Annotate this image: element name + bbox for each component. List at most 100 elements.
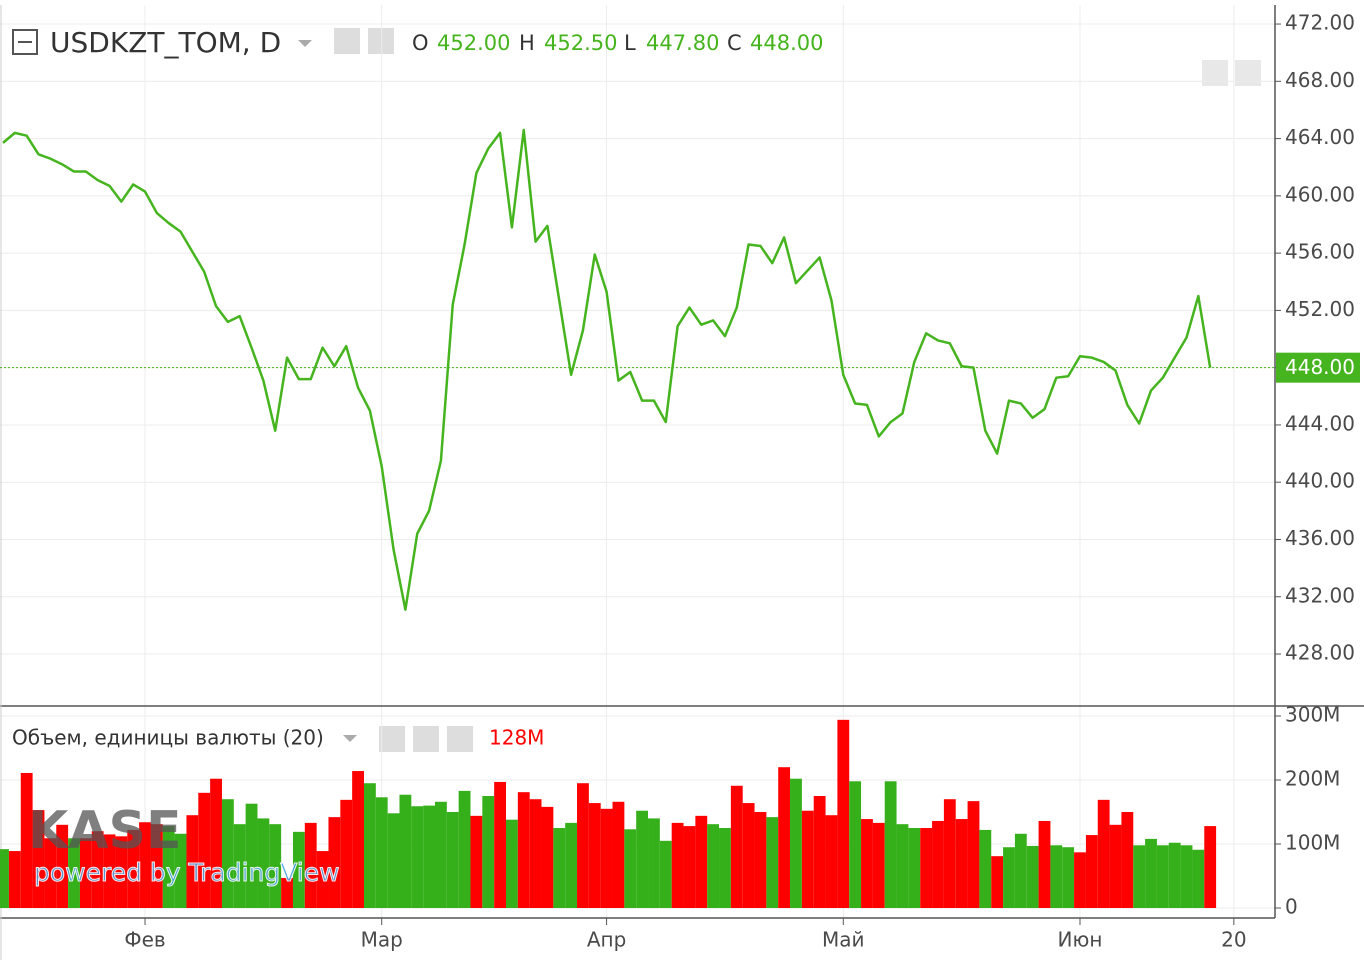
watermark-text: powered by TradingView (34, 858, 340, 887)
x-tick-label: Мар (361, 928, 403, 952)
volume-bar (766, 817, 779, 909)
volume-bar (1050, 845, 1063, 909)
volume-bar (162, 826, 175, 909)
settings-button[interactable] (368, 28, 394, 54)
volume-bar (316, 851, 329, 909)
volume-bar (1145, 838, 1157, 909)
volume-bar (68, 838, 80, 909)
volume-bar (790, 778, 802, 909)
volume-bar (174, 833, 187, 909)
volume-bar (825, 815, 838, 909)
volume-bar (529, 799, 542, 909)
volume-bar (624, 829, 637, 909)
volume-bar (494, 781, 507, 909)
volume-bar (908, 828, 921, 909)
y-tick-label: 0 (1285, 895, 1298, 919)
settings-button[interactable] (413, 726, 439, 752)
volume-bar (363, 783, 376, 909)
volume-bar (754, 812, 767, 909)
volume-bar (920, 828, 933, 909)
scroll-up-button[interactable] (1235, 60, 1261, 86)
volume-bar (896, 824, 909, 909)
volume-bar (600, 808, 613, 909)
volume-bar (742, 803, 755, 909)
volume-bar (1003, 847, 1015, 909)
volume-bar (1168, 842, 1181, 909)
volume-bar (186, 815, 199, 909)
volume-bar (943, 799, 956, 909)
volume-bar (1156, 845, 1169, 909)
volume-bar (884, 781, 897, 909)
volume-bar (399, 794, 412, 909)
volume-bar (32, 810, 45, 909)
close-button[interactable] (447, 726, 473, 752)
volume-bar (44, 838, 57, 909)
volume-bar (269, 824, 282, 909)
volume-bar (1133, 845, 1146, 909)
volume-bar (636, 810, 649, 909)
volume-bar (458, 790, 471, 909)
last-price-tag (1276, 352, 1360, 383)
eye-button[interactable] (334, 28, 360, 54)
volume-bar (221, 799, 234, 909)
y-tick-label: 428.00 (1285, 641, 1355, 665)
dropdown-arrow[interactable] (298, 40, 312, 47)
volume-bar (340, 799, 353, 909)
y-tick-label: 468.00 (1285, 68, 1355, 92)
volume-bar (849, 781, 862, 909)
volume-bar (56, 824, 69, 909)
volume-bar (813, 796, 826, 909)
volume-bar (91, 831, 104, 909)
volume-bar (328, 817, 341, 909)
volume-bar (1085, 835, 1098, 909)
volume-bar (1192, 849, 1205, 909)
volume-bar (79, 838, 92, 909)
volume-bar (730, 785, 743, 909)
volume-readout: 128M (489, 726, 544, 750)
volume-bar (127, 829, 140, 909)
volume-bar (446, 812, 459, 909)
ohlc-value: 452.50 (544, 31, 617, 55)
volume-bar (541, 806, 554, 909)
ohlc-value: 448.00 (750, 31, 823, 55)
last-price-label: 448.00 (1285, 355, 1355, 379)
volume-bar (801, 810, 814, 909)
volume-bar (837, 719, 850, 909)
scroll-down-button[interactable] (1202, 60, 1228, 86)
volume-bar (565, 822, 578, 909)
y-tick-label: 432.00 (1285, 583, 1355, 607)
volume-bar (423, 805, 435, 909)
ohlc-value: 447.80 (646, 31, 719, 55)
y-tick-label: 464.00 (1285, 125, 1355, 149)
volume-bar (20, 772, 33, 909)
volume-bar (553, 828, 566, 909)
volume-bar (683, 826, 696, 909)
x-tick-label: 20 (1221, 928, 1246, 952)
x-tick-label: Апр (587, 928, 626, 952)
x-tick-label: Май (822, 928, 865, 952)
volume-bar (932, 820, 944, 909)
price-line (2, 128, 1212, 611)
volume-bar (233, 824, 246, 909)
volume-bar (1097, 799, 1110, 909)
y-tick-label: 200M (1285, 767, 1340, 791)
volume-bar (967, 801, 980, 909)
volume-bar (991, 856, 1004, 909)
y-tick-label: 100M (1285, 831, 1340, 855)
volume-bar (1109, 824, 1122, 909)
volume-bar (8, 851, 21, 909)
ohlc-name: H (519, 31, 535, 55)
volume-bar (257, 818, 270, 909)
dropdown-arrow[interactable] (343, 735, 357, 742)
volume-bar (150, 824, 163, 909)
volume-bar (1062, 847, 1075, 909)
volume-bar (648, 818, 660, 909)
volume-bar (411, 806, 424, 909)
volume-legend-icons (343, 726, 473, 752)
volume-bar (281, 877, 293, 909)
volume-bar (375, 797, 388, 909)
eye-button[interactable] (379, 726, 405, 752)
volume-bar (1180, 845, 1193, 909)
volume-bar (198, 792, 211, 909)
ohlc-value: 452.00 (437, 31, 510, 55)
